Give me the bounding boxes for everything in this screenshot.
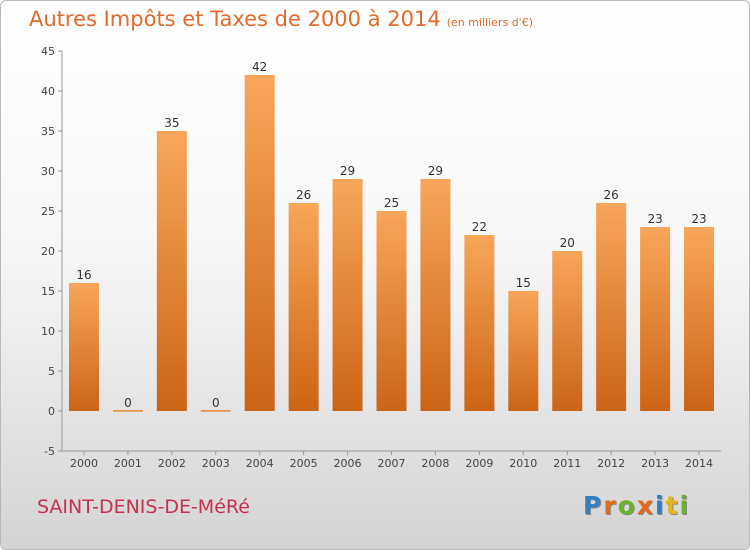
bar-2002 xyxy=(156,131,187,411)
y-tick-label: 45 xyxy=(41,45,55,58)
y-tick-label: -5 xyxy=(44,445,55,458)
chart-subtitle: (en milliers d'€) xyxy=(446,16,533,29)
bar-2000 xyxy=(68,283,99,411)
data-label-2000: 16 xyxy=(76,268,91,282)
x-tick-label-2013: 2013 xyxy=(641,457,669,470)
logo-letter: o xyxy=(617,491,637,520)
logo-letter: t xyxy=(665,491,680,520)
bar-2001 xyxy=(112,410,143,412)
logo-letter: r xyxy=(603,491,618,520)
logo-letter: i xyxy=(655,491,666,520)
data-label-2010: 15 xyxy=(516,276,531,290)
bar-2006 xyxy=(332,179,363,411)
x-tick-label-2009: 2009 xyxy=(465,457,493,470)
commune-name: SAINT-DENIS-DE-MéRé xyxy=(37,496,250,518)
bar-2003 xyxy=(200,410,231,412)
chart-title-text: Autres Impôts et Taxes de 2000 à 2014 xyxy=(29,7,441,31)
x-tick-label-2006: 2006 xyxy=(334,457,362,470)
data-label-2014: 23 xyxy=(691,212,706,226)
data-label-2012: 26 xyxy=(604,188,619,202)
x-tick-label-2011: 2011 xyxy=(553,457,581,470)
x-tick-label-2001: 2001 xyxy=(114,457,142,470)
y-tick-label: 5 xyxy=(48,365,55,378)
bar-2011 xyxy=(552,251,583,411)
y-tick-label: 25 xyxy=(41,205,55,218)
bar-2014 xyxy=(684,227,715,411)
y-tick-label: 0 xyxy=(48,405,55,418)
data-label-2004: 42 xyxy=(252,60,267,74)
x-tick-label-2004: 2004 xyxy=(246,457,274,470)
logo-letter: x xyxy=(636,491,655,520)
bar-2008 xyxy=(420,179,451,411)
x-tick-label-2010: 2010 xyxy=(509,457,537,470)
bar-2010 xyxy=(508,291,539,411)
data-label-2003: 0 xyxy=(212,396,220,410)
logo-letter: P xyxy=(583,491,604,520)
data-label-2013: 23 xyxy=(647,212,662,226)
proxiti-logo: Proxiti xyxy=(583,491,690,520)
bar-2013 xyxy=(640,227,671,411)
data-label-2005: 26 xyxy=(296,188,311,202)
bar-2005 xyxy=(288,203,319,411)
x-tick-label-2014: 2014 xyxy=(685,457,713,470)
x-tick-label-2007: 2007 xyxy=(378,457,406,470)
logo-letter: i xyxy=(679,491,691,520)
x-tick-label-2008: 2008 xyxy=(421,457,449,470)
bar-2012 xyxy=(596,203,627,411)
data-label-2009: 22 xyxy=(472,220,487,234)
y-tick-label: 15 xyxy=(41,285,55,298)
bar-2009 xyxy=(464,235,495,411)
x-tick-label-2003: 2003 xyxy=(202,457,230,470)
data-label-2002: 35 xyxy=(164,116,179,130)
data-label-2001: 0 xyxy=(124,396,132,410)
y-tick-label: 20 xyxy=(41,245,55,258)
bar-2007 xyxy=(376,211,407,411)
data-label-2008: 29 xyxy=(428,164,443,178)
data-label-2006: 29 xyxy=(340,164,355,178)
y-tick-label: 30 xyxy=(41,165,55,178)
bar-2004 xyxy=(244,75,275,411)
data-label-2007: 25 xyxy=(384,196,399,210)
y-tick-label: 10 xyxy=(41,325,55,338)
x-tick-label-2005: 2005 xyxy=(290,457,318,470)
chart-title: Autres Impôts et Taxes de 2000 à 2014 (en… xyxy=(29,7,533,31)
y-tick-label: 35 xyxy=(41,125,55,138)
data-label-2011: 20 xyxy=(560,236,575,250)
x-tick-label-2000: 2000 xyxy=(70,457,98,470)
x-tick-label-2012: 2012 xyxy=(597,457,625,470)
y-tick-label: 40 xyxy=(41,85,55,98)
x-tick-label-2002: 2002 xyxy=(158,457,186,470)
